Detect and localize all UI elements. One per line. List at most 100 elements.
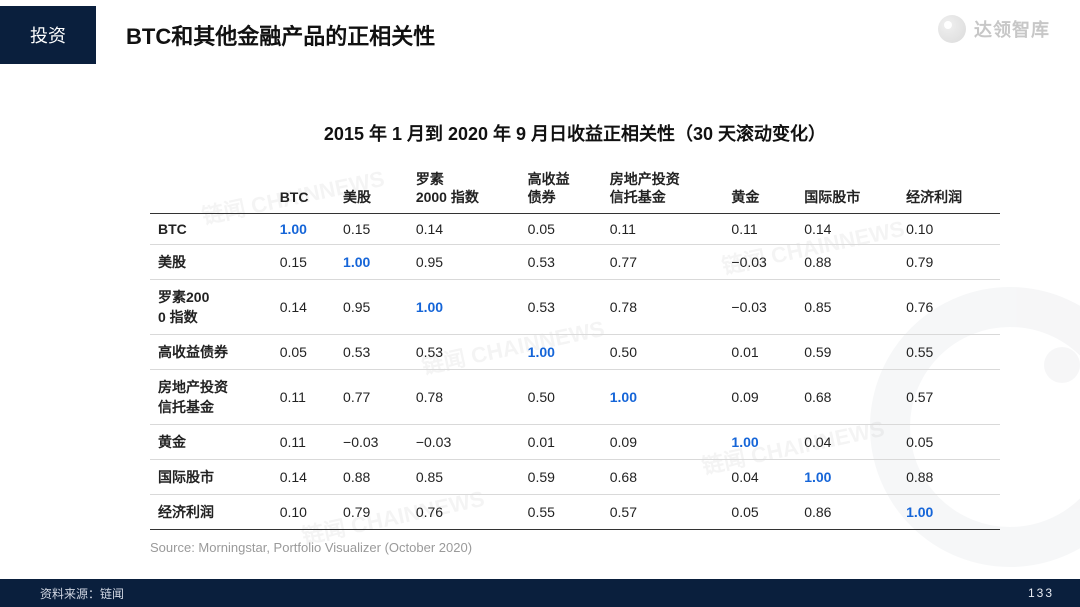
- cell: 0.05: [723, 495, 796, 530]
- row-label: 黄金: [150, 425, 272, 460]
- footer: 资料来源：链闻 133: [0, 579, 1080, 607]
- row-label: 国际股市: [150, 460, 272, 495]
- table-row: 罗素2000 指数0.140.951.000.530.78−0.030.850.…: [150, 280, 1000, 335]
- table-row: BTC1.000.150.140.050.110.110.140.10: [150, 214, 1000, 245]
- table-row: 房地产投资信托基金0.110.770.780.501.000.090.680.5…: [150, 370, 1000, 425]
- header: 投资 BTC和其他金融产品的正相关性 达领智库: [0, 0, 1080, 70]
- row-label: BTC: [150, 214, 272, 245]
- cell: 1.00: [272, 214, 335, 245]
- cell: 0.77: [602, 245, 724, 280]
- table-title: 2015 年 1 月到 2020 年 9 月日收益正相关性（30 天滚动变化）: [150, 120, 1000, 146]
- cell: 0.77: [335, 370, 408, 425]
- logo: 达领智库: [938, 15, 1050, 43]
- cell: 0.50: [602, 335, 724, 370]
- cell: 0.10: [272, 495, 335, 530]
- cell: 0.01: [723, 335, 796, 370]
- cell: 0.53: [520, 245, 602, 280]
- cell: 0.50: [520, 370, 602, 425]
- cell: 0.04: [723, 460, 796, 495]
- cell: 0.68: [602, 460, 724, 495]
- cell: 0.95: [408, 245, 520, 280]
- cell: 0.11: [272, 425, 335, 460]
- column-header: 黄金: [723, 164, 796, 214]
- table-header: BTC美股罗素2000 指数高收益债券房地产投资信托基金黄金国际股市经济利润: [150, 164, 1000, 214]
- column-header: BTC: [272, 164, 335, 214]
- column-header: 房地产投资信托基金: [602, 164, 724, 214]
- row-label: 美股: [150, 245, 272, 280]
- cell: 1.00: [898, 495, 1000, 530]
- cell: 0.78: [602, 280, 724, 335]
- cell: 0.14: [272, 280, 335, 335]
- page-number: 133: [1028, 586, 1054, 600]
- cell: 0.05: [272, 335, 335, 370]
- cell: 1.00: [408, 280, 520, 335]
- cell: 0.04: [796, 425, 898, 460]
- column-header: [150, 164, 272, 214]
- cell: 0.79: [335, 495, 408, 530]
- cell: 0.11: [723, 214, 796, 245]
- cell: 0.57: [898, 370, 1000, 425]
- cell: 0.53: [408, 335, 520, 370]
- cell: 0.88: [796, 245, 898, 280]
- column-header: 经济利润: [898, 164, 1000, 214]
- column-header: 美股: [335, 164, 408, 214]
- cell: 0.68: [796, 370, 898, 425]
- cell: 0.10: [898, 214, 1000, 245]
- column-header: 高收益债券: [520, 164, 602, 214]
- cell: 0.14: [408, 214, 520, 245]
- cell: 0.11: [272, 370, 335, 425]
- cell: 0.11: [602, 214, 724, 245]
- category-tag: 投资: [0, 6, 96, 64]
- cell: 0.15: [335, 214, 408, 245]
- logo-icon: [938, 15, 966, 43]
- cell: 0.05: [898, 425, 1000, 460]
- cell: 0.85: [796, 280, 898, 335]
- cell: 0.14: [272, 460, 335, 495]
- correlation-table-container: 2015 年 1 月到 2020 年 9 月日收益正相关性（30 天滚动变化） …: [150, 120, 1000, 555]
- cell: −0.03: [408, 425, 520, 460]
- cell: 1.00: [602, 370, 724, 425]
- slide-title: BTC和其他金融产品的正相关性: [126, 19, 435, 51]
- cell: 0.15: [272, 245, 335, 280]
- cell: 0.05: [520, 214, 602, 245]
- cell: 0.55: [520, 495, 602, 530]
- cell: 1.00: [796, 460, 898, 495]
- cell: −0.03: [723, 280, 796, 335]
- column-header: 国际股市: [796, 164, 898, 214]
- cell: 0.85: [408, 460, 520, 495]
- cell: 0.59: [796, 335, 898, 370]
- cell: 1.00: [335, 245, 408, 280]
- correlation-table: BTC美股罗素2000 指数高收益债券房地产投资信托基金黄金国际股市经济利润 B…: [150, 164, 1000, 530]
- logo-text: 达领智库: [974, 16, 1050, 42]
- cell: 0.76: [408, 495, 520, 530]
- cell: −0.03: [335, 425, 408, 460]
- cell: 0.01: [520, 425, 602, 460]
- cell: 0.57: [602, 495, 724, 530]
- cell: 1.00: [520, 335, 602, 370]
- table-row: 美股0.151.000.950.530.77−0.030.880.79: [150, 245, 1000, 280]
- cell: 0.59: [520, 460, 602, 495]
- table-body: BTC1.000.150.140.050.110.110.140.10美股0.1…: [150, 214, 1000, 530]
- cell: 0.53: [335, 335, 408, 370]
- column-header: 罗素2000 指数: [408, 164, 520, 214]
- cell: 0.55: [898, 335, 1000, 370]
- cell: 0.78: [408, 370, 520, 425]
- cell: 0.14: [796, 214, 898, 245]
- row-label: 经济利润: [150, 495, 272, 530]
- table-source-note: Source: Morningstar, Portfolio Visualize…: [150, 540, 1000, 555]
- table-row: 经济利润0.100.790.760.550.570.050.861.00: [150, 495, 1000, 530]
- cell: 0.86: [796, 495, 898, 530]
- slide: 投资 BTC和其他金融产品的正相关性 达领智库 链闻 CHAINNEWS 链闻 …: [0, 0, 1080, 607]
- footer-source: 资料来源：链闻: [40, 585, 124, 602]
- cell: −0.03: [723, 245, 796, 280]
- row-label: 房地产投资信托基金: [150, 370, 272, 425]
- cell: 0.79: [898, 245, 1000, 280]
- cell: 0.95: [335, 280, 408, 335]
- row-label: 高收益债券: [150, 335, 272, 370]
- cell: 0.53: [520, 280, 602, 335]
- table-row: 黄金0.11−0.03−0.030.010.091.000.040.05: [150, 425, 1000, 460]
- cell: 0.09: [723, 370, 796, 425]
- cell: 0.76: [898, 280, 1000, 335]
- table-row: 国际股市0.140.880.850.590.680.041.000.88: [150, 460, 1000, 495]
- cell: 1.00: [723, 425, 796, 460]
